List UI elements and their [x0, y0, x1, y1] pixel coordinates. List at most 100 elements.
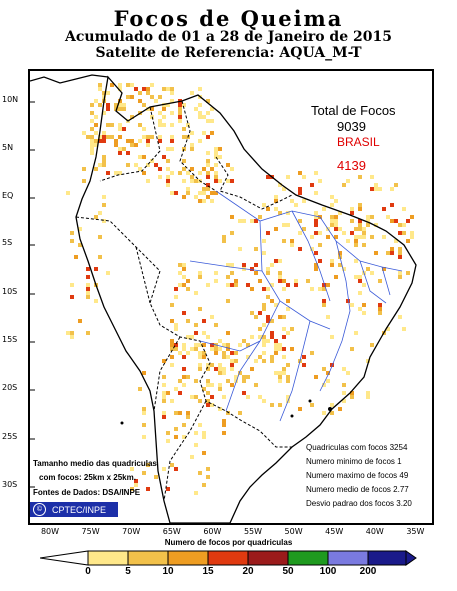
fire-cell — [122, 127, 126, 131]
fire-cell — [146, 463, 150, 467]
fire-cell — [222, 367, 226, 371]
fire-cell — [398, 231, 402, 235]
fire-cell — [282, 335, 286, 339]
fire-cell — [110, 123, 114, 127]
fire-cell — [226, 283, 230, 287]
fire-cell — [342, 391, 346, 395]
fire-cell — [290, 347, 294, 351]
fire-cell — [402, 231, 406, 235]
fire-cell — [362, 235, 366, 239]
colorbar-segment — [167, 550, 209, 566]
fire-cell — [154, 99, 158, 103]
fire-cell — [274, 199, 278, 203]
fire-cell — [238, 219, 242, 223]
fire-cell — [170, 363, 174, 367]
fire-cell — [406, 239, 410, 243]
fire-cell — [158, 111, 162, 115]
fire-cell — [342, 383, 346, 387]
fire-cell — [102, 139, 106, 143]
fire-cell — [230, 351, 234, 355]
fire-cell — [310, 247, 314, 251]
fire-cell — [194, 491, 198, 495]
fire-cell — [226, 331, 230, 335]
fire-cell — [98, 255, 102, 259]
fire-cell — [130, 83, 134, 87]
fire-cell — [118, 147, 122, 151]
fire-cell — [362, 231, 366, 235]
fire-cell — [270, 283, 274, 287]
fire-cell — [226, 275, 230, 279]
fire-cell — [206, 175, 210, 179]
fire-cell — [118, 87, 122, 91]
fire-cell — [290, 327, 294, 331]
fire-cell — [102, 131, 106, 135]
fire-cell — [286, 211, 290, 215]
fire-cell — [230, 231, 234, 235]
fire-cell — [218, 371, 222, 375]
fire-cell — [202, 451, 206, 455]
fire-cell — [230, 215, 234, 219]
fire-cell — [362, 303, 366, 307]
fire-cell — [150, 107, 154, 111]
fire-cell — [206, 383, 210, 387]
fire-cell — [194, 179, 198, 183]
map-subtitle: Acumulado de 01 a 28 de Janeiro de 2015 — [65, 29, 392, 45]
fire-cell — [222, 351, 226, 355]
fire-cell — [170, 319, 174, 323]
fire-cell — [182, 383, 186, 387]
fire-cell — [102, 163, 106, 167]
fire-cell — [142, 371, 146, 375]
fire-cell — [170, 171, 174, 175]
fire-cell — [82, 179, 86, 183]
fire-cell — [146, 143, 150, 147]
fire-cell — [314, 191, 318, 195]
colorbar-segment — [287, 550, 329, 566]
fire-cell — [178, 351, 182, 355]
fire-cell — [170, 111, 174, 115]
fire-cell — [178, 171, 182, 175]
fire-cell — [190, 143, 194, 147]
fire-cell — [66, 331, 70, 335]
fire-cell — [330, 403, 334, 407]
fire-cell — [270, 335, 274, 339]
fire-cell — [274, 371, 278, 375]
fire-cell — [126, 95, 130, 99]
fire-cell — [366, 215, 370, 219]
fire-cell — [258, 355, 262, 359]
fire-cell — [234, 351, 238, 355]
fire-cell — [262, 343, 266, 347]
fire-cell — [182, 275, 186, 279]
fire-cell — [226, 299, 230, 303]
fire-cell — [338, 227, 342, 231]
fire-cell — [146, 91, 150, 95]
fire-cell — [358, 275, 362, 279]
stat-maximo: Numero maximo de focos 49 — [306, 471, 409, 480]
fire-cell — [230, 167, 234, 171]
fire-cell — [146, 163, 150, 167]
fire-cell — [138, 123, 142, 127]
fire-cell — [166, 431, 170, 435]
fire-cell — [186, 123, 190, 127]
fire-cell — [118, 135, 122, 139]
fire-cell — [354, 331, 358, 335]
fire-cell — [358, 307, 362, 311]
fire-cell — [278, 259, 282, 263]
central-america-outline — [30, 74, 109, 84]
fire-cell — [254, 359, 258, 363]
fire-cell — [150, 95, 154, 99]
fire-cell — [398, 271, 402, 275]
fire-cell — [98, 211, 102, 215]
fire-cell — [186, 191, 190, 195]
fire-cell — [182, 311, 186, 315]
fire-cell — [286, 307, 290, 311]
fire-cell — [242, 339, 246, 343]
fire-cell — [182, 159, 186, 163]
fire-cell — [146, 139, 150, 143]
fire-cell — [350, 219, 354, 223]
fire-cell — [210, 403, 214, 407]
fire-cell — [162, 399, 166, 403]
fire-cell — [386, 251, 390, 255]
fire-cell — [258, 311, 262, 315]
fire-cell — [346, 299, 350, 303]
fire-cell — [134, 479, 138, 483]
